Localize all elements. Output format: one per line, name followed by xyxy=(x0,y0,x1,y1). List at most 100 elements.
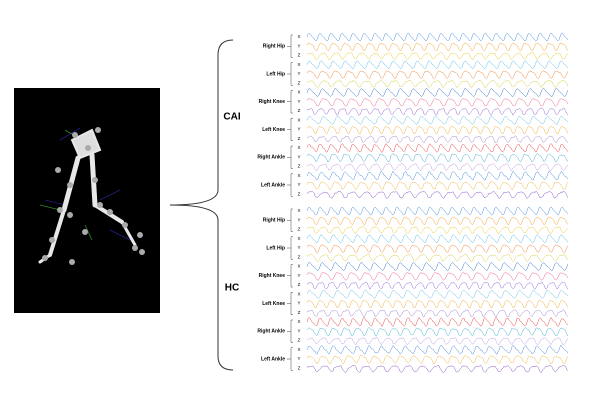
joint-bracket xyxy=(287,34,293,58)
waveform xyxy=(306,309,569,318)
waveform xyxy=(306,206,569,216)
waveform xyxy=(306,316,569,327)
joint-label: Right Hip xyxy=(263,44,285,50)
joint-label: Right Knee xyxy=(259,273,286,279)
waveform xyxy=(306,181,569,191)
axis-label: X xyxy=(297,208,300,213)
waveform xyxy=(306,42,569,52)
waveform xyxy=(306,107,569,116)
group-label: HC xyxy=(225,283,239,294)
axis-label: Y xyxy=(297,127,300,132)
axis-label: Y xyxy=(297,71,300,76)
axis-label: Y xyxy=(297,273,300,278)
axis-label: Z xyxy=(298,53,301,58)
waveform xyxy=(306,115,569,125)
axis-label: X xyxy=(297,264,300,269)
axis-label: X xyxy=(297,90,300,95)
waveform xyxy=(306,253,569,262)
axis-label: Y xyxy=(297,328,300,333)
group-label: CAI xyxy=(223,112,240,123)
waveform xyxy=(306,272,569,281)
waveform xyxy=(306,190,569,200)
axis-label: Y xyxy=(297,43,300,48)
brace xyxy=(169,39,234,371)
axis-label: Z xyxy=(298,310,301,315)
axis-label: X xyxy=(297,34,300,39)
axis-label: X xyxy=(297,319,300,324)
waveform xyxy=(306,98,569,107)
joint-bracket xyxy=(287,292,293,315)
waveform xyxy=(306,135,569,144)
joint-bracket xyxy=(287,264,293,288)
axis-label: Z xyxy=(298,108,301,113)
joint-label: Left Knee xyxy=(262,127,285,133)
joint-bracket xyxy=(287,208,293,232)
axis-label: X xyxy=(297,236,300,241)
joint-label: Left Knee xyxy=(262,301,285,307)
axis-label: X xyxy=(297,347,300,352)
waveform xyxy=(306,216,569,226)
waveform xyxy=(306,262,569,271)
axis-label: Z xyxy=(298,338,301,343)
waveform xyxy=(306,153,569,163)
joint-bracket xyxy=(287,145,293,169)
axis-label: X xyxy=(297,145,300,150)
axis-label: Z xyxy=(298,365,301,370)
axis-label: X xyxy=(297,117,300,122)
waveform xyxy=(306,364,569,374)
waveform xyxy=(306,60,569,70)
waveform xyxy=(306,344,569,355)
waveform xyxy=(306,70,569,79)
axis-label: X xyxy=(297,173,300,178)
waveform xyxy=(306,226,569,235)
joint-bracket xyxy=(287,319,293,343)
joint-bracket xyxy=(287,90,293,114)
waveform xyxy=(306,234,569,244)
waveform xyxy=(306,170,569,181)
axis-label: Z xyxy=(298,80,301,85)
joint-label: Right Hip xyxy=(263,218,285,224)
axis-label: X xyxy=(297,62,300,67)
waveform xyxy=(306,336,569,346)
waveform xyxy=(306,52,569,61)
joint-bracket xyxy=(287,62,293,86)
axis-label: Z xyxy=(298,136,301,141)
skeleton-image xyxy=(14,88,160,313)
axis-label: Z xyxy=(298,191,301,196)
waveform xyxy=(306,88,569,97)
waveform xyxy=(306,290,569,299)
waveform xyxy=(306,281,569,290)
axis-label: Y xyxy=(297,245,300,250)
waveform xyxy=(306,244,569,253)
joint-label: Left Hip xyxy=(266,71,285,77)
joint-bracket xyxy=(287,118,293,141)
waveform xyxy=(306,300,569,309)
joint-label: Right Knee xyxy=(259,99,286,105)
joint-label: Right Ankle xyxy=(257,329,285,335)
joint-label: Right Ankle xyxy=(257,155,285,161)
joint-label: Left Hip xyxy=(266,245,285,251)
axis-label: Y xyxy=(297,356,300,361)
axis-label: X xyxy=(297,291,300,296)
axis-label: Z xyxy=(298,254,301,259)
axis-label: Z xyxy=(298,164,301,169)
waveform xyxy=(306,32,569,42)
joint-label: Left Ankle xyxy=(261,182,285,188)
axis-label: Z xyxy=(298,282,301,287)
axis-label: Y xyxy=(297,301,300,306)
axis-label: Y xyxy=(297,154,300,159)
waveform xyxy=(306,354,569,365)
axis-label: Y xyxy=(297,99,300,104)
axis-label: Y xyxy=(297,217,300,222)
joint-bracket xyxy=(287,236,293,260)
waveform xyxy=(306,143,569,153)
waveform xyxy=(306,163,569,172)
waveform xyxy=(306,79,569,89)
joint-bracket xyxy=(287,347,293,371)
joint-bracket xyxy=(287,173,293,197)
joint-label: Left Ankle xyxy=(261,356,285,362)
waveform xyxy=(306,327,569,337)
